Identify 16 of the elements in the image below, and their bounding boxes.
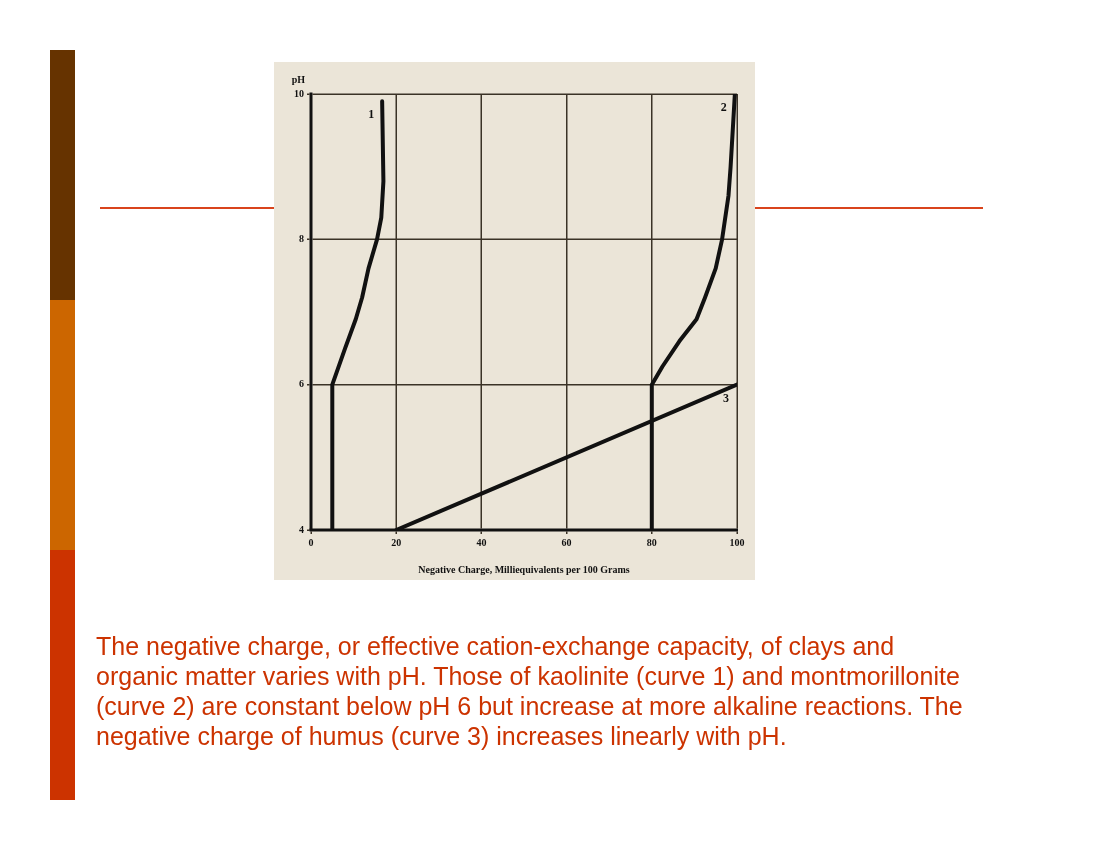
- y-tick-label: 4: [299, 523, 304, 535]
- x-tick-label: 60: [561, 536, 572, 548]
- x-tick-label: 20: [391, 536, 402, 548]
- series-label: 1: [368, 107, 375, 122]
- series-label: 3: [723, 390, 729, 405]
- x-tick-label: 0: [308, 536, 314, 548]
- x-tick-label: 100: [729, 536, 745, 548]
- text: The negative charge, or effective cation-exchange capacity, of clays and organic matter varies with pH. Those of kaolinite (curve 1) and montmorillonite (curve 2) are constant below pH 6 but increase at more alkaline reactions. The negative charge of humus (curve 3) increases linearly with pH.: [96, 631, 964, 751]
- y-tick-label: 10: [294, 87, 304, 99]
- x-axis-title: Negative Charge, Milliequivalents per 100 Grams: [418, 563, 630, 575]
- x-tick-label: 80: [646, 536, 657, 548]
- x-tick-label: 40: [476, 536, 487, 548]
- y-tick-label: 6: [299, 378, 304, 390]
- y-tick-label: 8: [299, 232, 304, 244]
- series-label: 2: [720, 100, 727, 115]
- y-axis-title: pH: [291, 73, 306, 85]
